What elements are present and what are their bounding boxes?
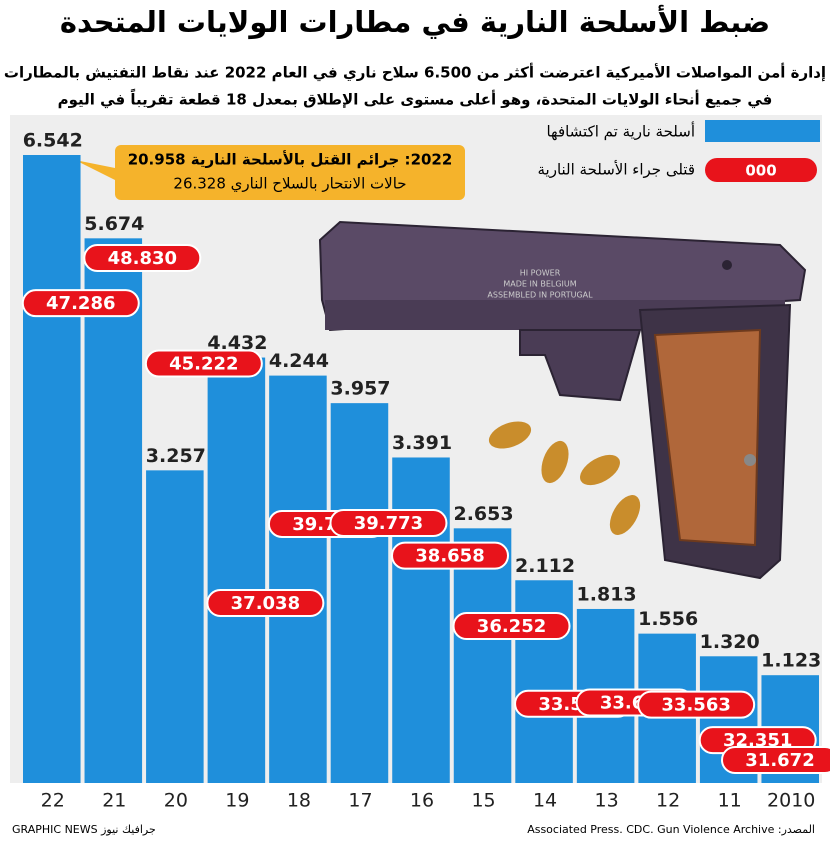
value-label: 2.112 xyxy=(515,555,575,577)
x-tick-label: 13 xyxy=(595,790,619,812)
annotation: 2022: جرائم القتل بالأسلحة النارية 20.95… xyxy=(128,151,453,169)
x-tick-label: 12 xyxy=(656,790,680,812)
legend-label: قتلى جراء الأسلحة النارية xyxy=(537,160,695,179)
death-pill xyxy=(144,349,263,378)
bar xyxy=(84,238,143,784)
death-label: 39.773 xyxy=(354,513,423,534)
x-tick-label: 19 xyxy=(225,790,249,812)
value-label: 6.542 xyxy=(23,130,83,152)
x-tick-label: 14 xyxy=(533,790,557,812)
death-pill xyxy=(206,589,325,618)
legend-marker-text: 000 xyxy=(745,162,776,180)
value-label: 1.123 xyxy=(761,650,821,672)
value-label: 1.320 xyxy=(700,631,760,653)
death-pill xyxy=(21,289,140,318)
x-tick-label: 16 xyxy=(410,790,434,812)
gun-text: ASSEMBLED IN PORTUGAL xyxy=(487,291,593,300)
death-label: 48.830 xyxy=(108,248,177,269)
death-label: 37.038 xyxy=(231,593,300,614)
callout-pointer xyxy=(75,160,125,185)
death-label: 33.563 xyxy=(661,695,730,716)
death-label: 38.658 xyxy=(415,546,484,567)
source: المصدر: Associated Press. CDC. Gun Viole… xyxy=(527,823,815,836)
gun-illustration: HI POWER MADE IN BELGIUM ASSEMBLED IN PO… xyxy=(318,220,807,580)
bar xyxy=(146,470,204,783)
x-tick-label: 22 xyxy=(41,790,65,812)
value-label: 1.813 xyxy=(577,583,637,605)
subtitle: في جميع أنحاء الولايات المتحدة، وهو أعلى… xyxy=(58,88,773,108)
death-label: 47.286 xyxy=(46,293,115,314)
x-tick-label: 17 xyxy=(348,790,372,812)
death-pill xyxy=(391,541,509,570)
bar xyxy=(207,357,266,783)
annotation-box xyxy=(115,145,465,200)
value-label: 4.432 xyxy=(207,332,267,354)
death-pill xyxy=(452,612,571,641)
x-tick-label: 2010 xyxy=(767,790,815,812)
death-pill xyxy=(83,244,202,272)
gun-text: HI POWER xyxy=(520,269,561,278)
x-tick-label: 18 xyxy=(287,790,311,812)
legend-label: أسلحة نارية تم اكتشافها xyxy=(546,122,695,141)
death-label: 45.222 xyxy=(169,354,238,375)
value-label: 1.556 xyxy=(638,608,698,630)
death-pill xyxy=(721,746,830,774)
x-tick-label: 21 xyxy=(102,790,126,812)
death-pill xyxy=(637,690,756,719)
bar xyxy=(392,457,450,783)
bar xyxy=(23,155,81,783)
x-tick-label: 11 xyxy=(718,790,742,812)
x-tick-label: 15 xyxy=(471,790,495,812)
legend-swatch xyxy=(705,120,820,142)
bar xyxy=(515,580,573,783)
value-label: 5.674 xyxy=(84,213,144,235)
death-label: 31.672 xyxy=(745,750,814,771)
death-label: 36.252 xyxy=(477,616,546,637)
value-label: 3.391 xyxy=(392,432,452,454)
chart-title: ضبط الأسلحة النارية في مطارات الولايات ا… xyxy=(60,4,770,39)
value-label: 3.957 xyxy=(330,378,390,400)
value-label: 2.653 xyxy=(453,503,513,525)
bar xyxy=(269,375,327,783)
death-pill xyxy=(329,508,448,537)
annotation: حالات الانتحار بالسلاح الناري 26.328 xyxy=(173,175,406,194)
legend-swatch xyxy=(705,158,817,182)
subtitle: إدارة أمن المواصلات الأميركية اعترضت أكث… xyxy=(4,63,826,83)
value-label: 4.244 xyxy=(269,350,329,372)
bar xyxy=(330,403,389,783)
x-tick-label: 20 xyxy=(164,790,188,812)
credit: GRAPHIC NEWS جرافيك نيوز xyxy=(12,823,156,836)
death-label: 32.351 xyxy=(723,730,792,751)
bar xyxy=(453,528,512,783)
value-label: 3.257 xyxy=(146,445,206,467)
gun-text: MADE IN BELGIUM xyxy=(503,280,576,289)
